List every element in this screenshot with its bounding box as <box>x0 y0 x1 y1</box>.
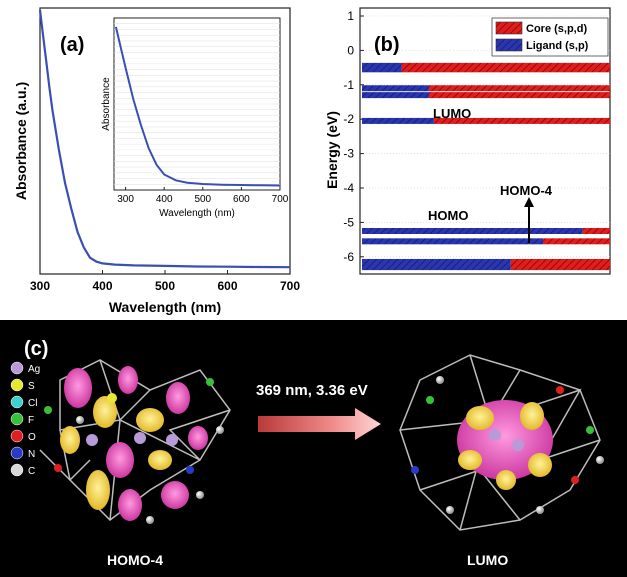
inset-chart: 300 400 500 600 700 Wavelength (nm) Absorban… <box>101 17 289 219</box>
inset-y-axis-title: Absorbance <box>101 77 112 131</box>
y-axis-ticks: 1 0 -1 -2 -3 -4 -5 -6 <box>343 9 364 264</box>
legend-label-core: Core (s,p,d) <box>526 23 587 35</box>
plot-frame <box>359 7 611 275</box>
transition-arrow-head <box>524 197 534 207</box>
core-segment <box>510 258 610 265</box>
y-tick-label: -1 <box>343 78 354 92</box>
atom-legend-label: N <box>28 449 35 460</box>
panel-label-b: (b) <box>374 34 400 56</box>
legend-label-ligand: Ligand (s,p) <box>526 40 589 52</box>
x-axis-title: Wavelength (nm) <box>109 299 221 315</box>
core-segment <box>428 85 610 92</box>
inset-x-tick-label: 700 <box>272 194 289 205</box>
x-axis-ticks: 300 400 500 600 700 <box>30 270 300 293</box>
inset-series-line <box>114 26 281 187</box>
x-tick-label: 300 <box>30 279 50 293</box>
y-tick-label: -3 <box>343 147 354 161</box>
ligand-segment <box>362 66 402 73</box>
inset-x-tick-label: 600 <box>233 194 250 205</box>
atom-legend-sphere <box>10 361 24 375</box>
x-tick-label: 500 <box>155 279 175 293</box>
lumo-molecule-image <box>399 354 604 531</box>
atom-legend-label: C <box>28 466 35 477</box>
transition-label: 369 nm, 3.36 eV <box>256 382 368 399</box>
inset-x-tick-label: 300 <box>117 194 134 205</box>
y-tick-label: -4 <box>343 181 354 195</box>
core-segment <box>543 238 610 245</box>
ligand-segment <box>362 228 583 234</box>
atom-legend-sphere <box>10 463 24 477</box>
legend: Core (s,p,d) Ligand (s,p) <box>491 17 609 57</box>
homo-annotation: HOMO <box>428 208 468 223</box>
core-segment <box>510 264 610 271</box>
ligand-segment <box>362 92 429 99</box>
lumo-annotation: LUMO <box>433 106 471 121</box>
atom-legend-sphere <box>10 395 24 409</box>
atom-legend-label: S <box>28 381 35 392</box>
ligand-segment <box>362 264 511 271</box>
core-segment <box>428 92 610 99</box>
inset-x-axis-ticks: 300 400 500 600 700 <box>117 187 289 205</box>
legend-swatch-ligand <box>495 38 523 52</box>
inset-x-axis-title: Wavelength (nm) <box>159 208 235 219</box>
y-tick-label: -5 <box>343 215 354 229</box>
atom-legend-label: F <box>28 415 34 426</box>
x-tick-label: 700 <box>280 279 300 293</box>
ligand-segment <box>362 85 429 92</box>
y-tick-label: 1 <box>347 9 354 23</box>
core-segment <box>582 228 610 234</box>
ligand-segment <box>362 117 434 124</box>
y-tick-label: 0 <box>347 43 354 57</box>
panel-label-c: (c) <box>24 338 49 360</box>
legend-swatch-core <box>495 21 523 35</box>
y-axis-title: Absorbance (a.u.) <box>13 82 29 200</box>
transition-arrow <box>258 408 381 440</box>
x-tick-label: 400 <box>92 279 112 293</box>
energy-levels <box>362 62 610 271</box>
absorbance-series-line <box>38 9 291 269</box>
ligand-segment <box>362 62 402 69</box>
atom-legend-sphere <box>10 378 24 392</box>
orbital-panel: (c) <box>0 320 627 577</box>
atom-legend-label: O <box>28 432 36 443</box>
atom-legend-label: Cl <box>28 398 37 409</box>
panel-label-a: (a) <box>60 34 84 56</box>
lumo-caption: LUMO <box>467 552 509 568</box>
inset-gridlines <box>114 23 280 185</box>
homo4-molecule-image <box>39 359 231 524</box>
core-segment <box>401 66 610 73</box>
ligand-segment <box>362 258 511 265</box>
y-tick-label: -2 <box>343 112 354 126</box>
energy-level-chart: 1 0 -1 -2 -3 -4 -5 -6 (b) Energy (eV) Core (s,p… <box>324 7 611 275</box>
inset-x-tick-label: 500 <box>194 194 211 205</box>
atom-legend-label: Ag <box>28 364 40 375</box>
homo4-annotation: HOMO-4 <box>500 183 553 198</box>
atom-legend-sphere <box>10 429 24 443</box>
y-axis-title: Energy (eV) <box>324 111 340 189</box>
core-segment <box>401 62 610 69</box>
absorbance-chart: 300 400 500 600 700 (a) Wavelength (nm) Abso… <box>13 7 300 315</box>
y-tick-label: -6 <box>343 250 354 264</box>
x-tick-label: 600 <box>217 279 237 293</box>
atom-legend-sphere <box>10 446 24 460</box>
atom-legend-sphere <box>10 412 24 426</box>
homo4-caption: HOMO-4 <box>107 552 163 568</box>
inset-x-tick-label: 400 <box>156 194 173 205</box>
ligand-segment <box>362 238 544 245</box>
core-segment <box>433 117 610 124</box>
